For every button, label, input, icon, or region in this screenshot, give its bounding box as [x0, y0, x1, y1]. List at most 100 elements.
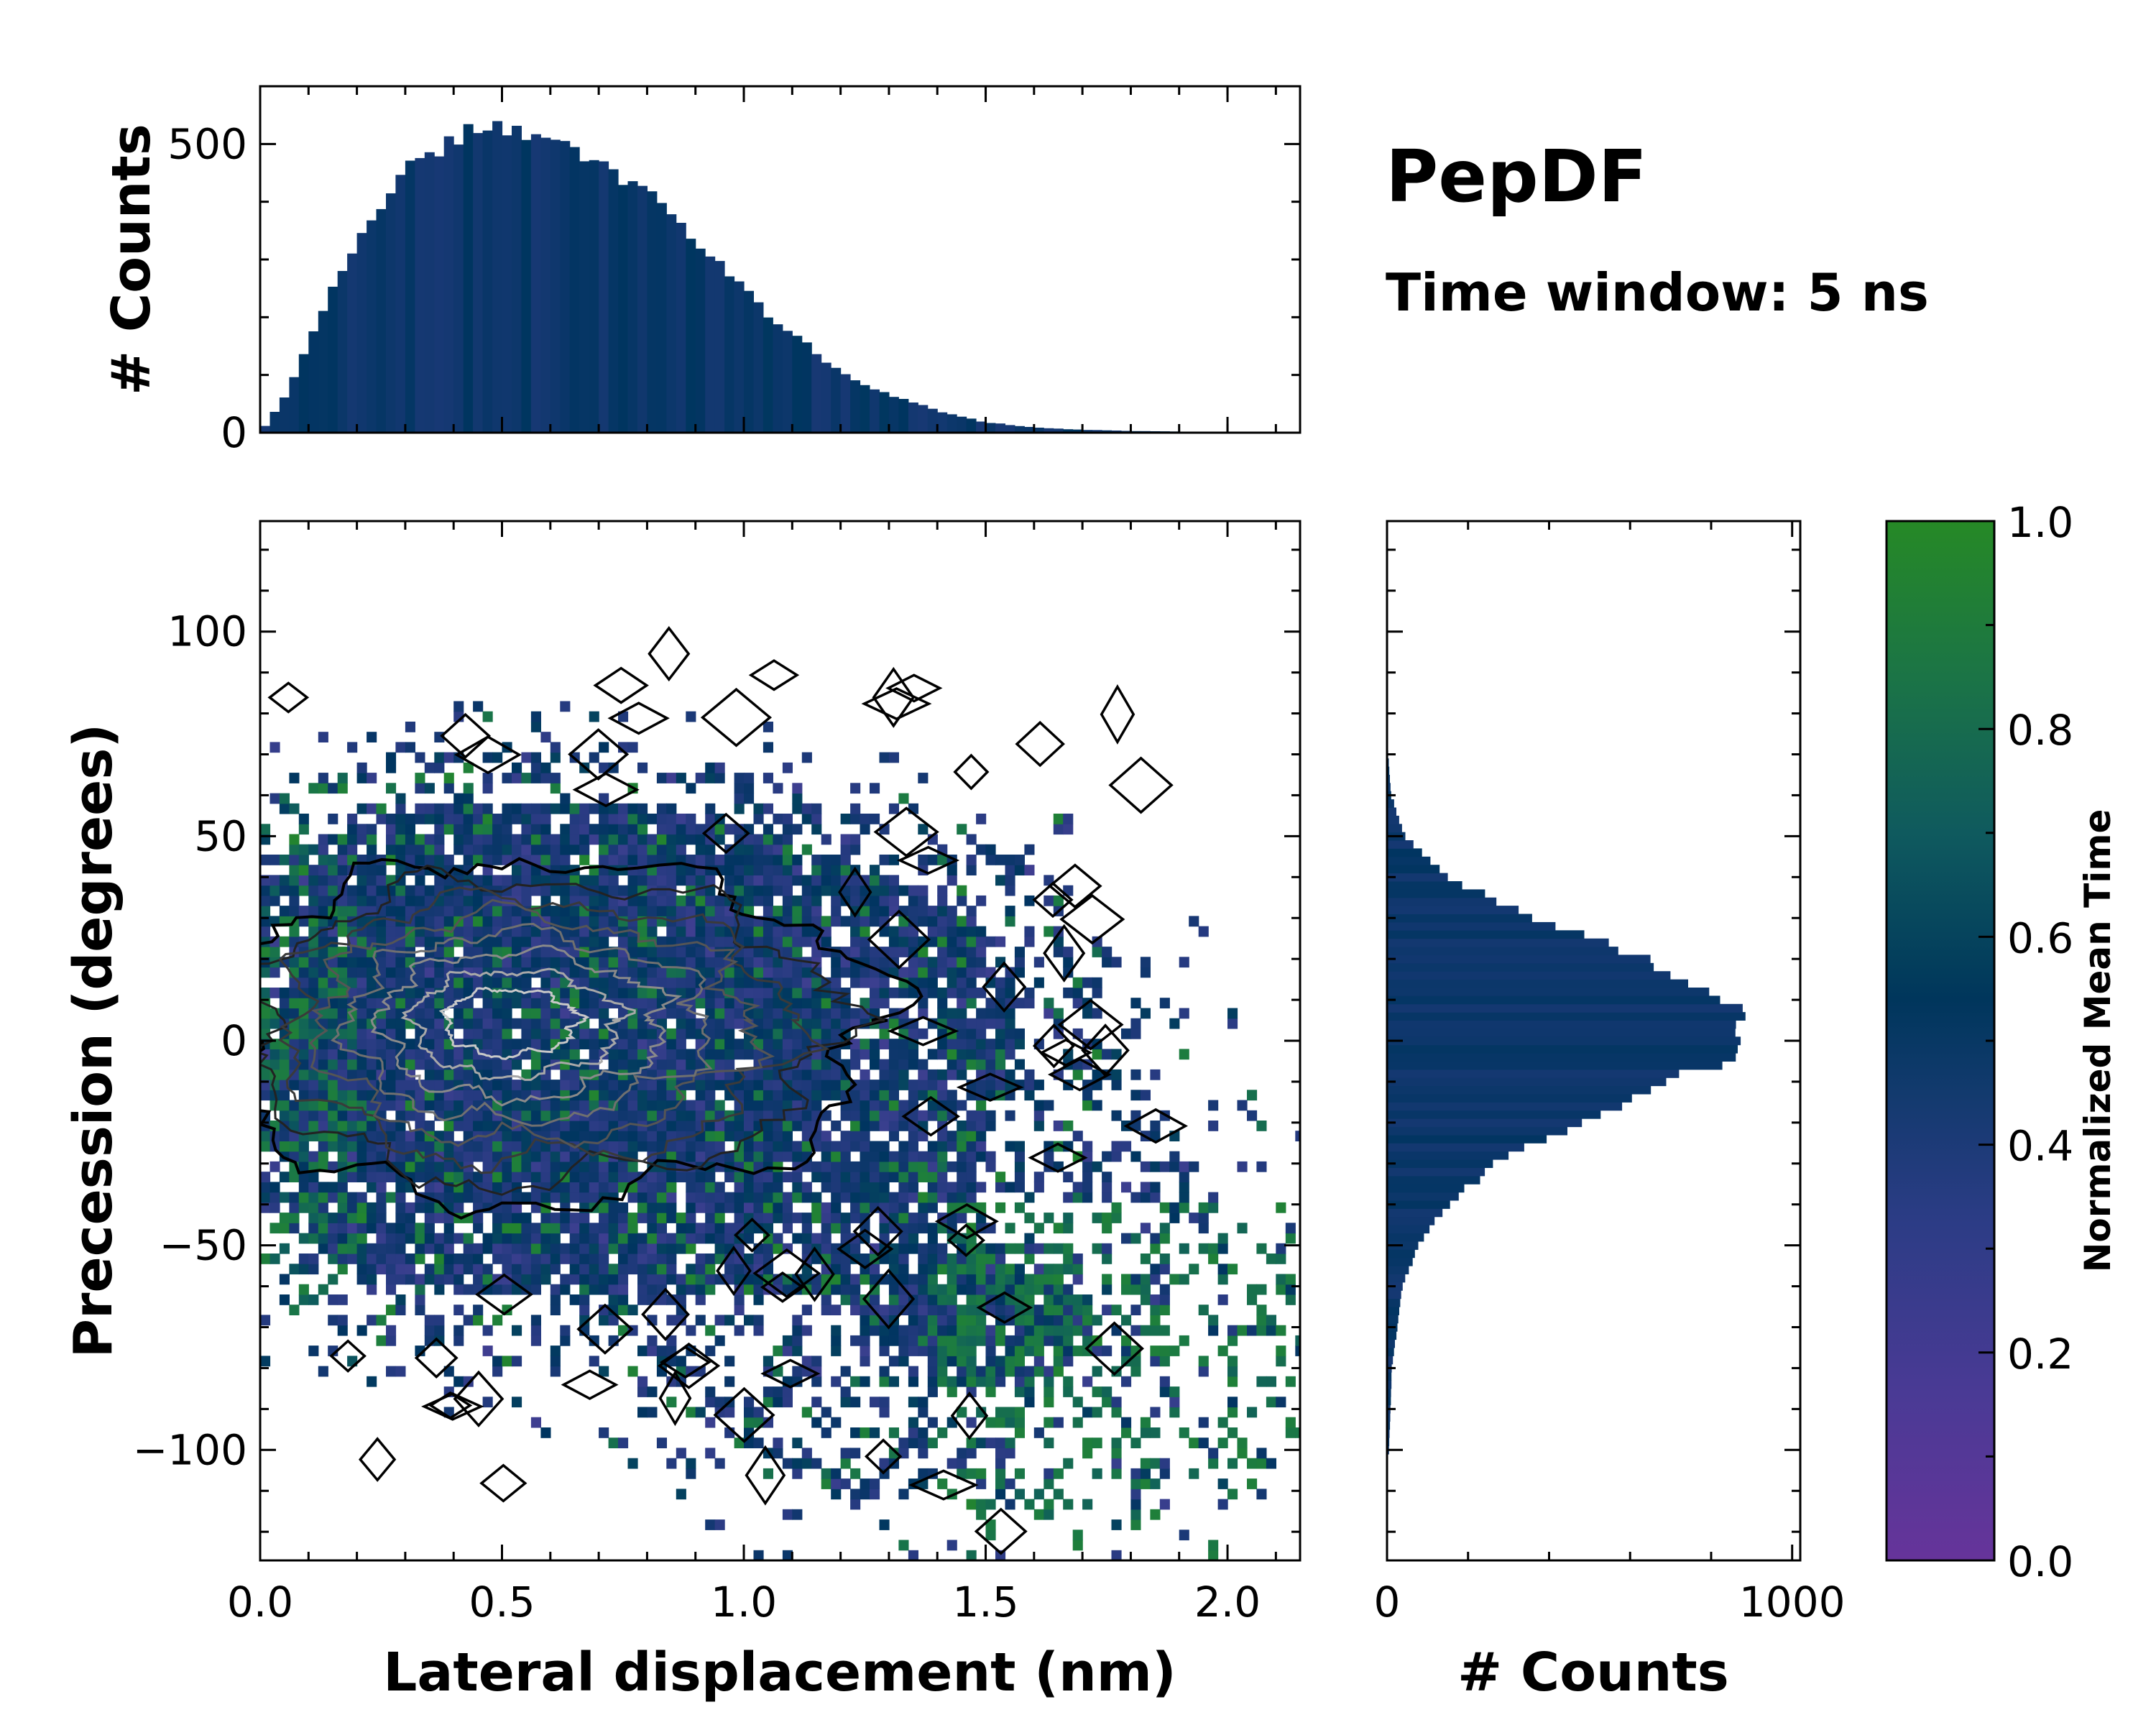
heatmap-cell [463, 793, 474, 804]
heatmap-cell [589, 834, 599, 845]
heatmap-cell [908, 988, 918, 998]
heatmap-cell [1005, 1335, 1015, 1346]
heatmap-cell [676, 1110, 686, 1121]
heatmap-cell [976, 1284, 987, 1295]
heatmap-cell [1082, 1325, 1093, 1336]
heatmap-cell [260, 988, 271, 998]
heatmap-cell [976, 1438, 987, 1448]
heatmap-cell [337, 957, 348, 968]
top-histogram-bar [860, 385, 870, 433]
heatmap-cell [888, 926, 899, 937]
heatmap-cell [453, 803, 464, 814]
heatmap-cell [676, 1305, 686, 1315]
heatmap-cell [695, 1407, 706, 1418]
heatmap-cell [550, 906, 561, 916]
heatmap-cell [966, 1335, 977, 1346]
heatmap-cell [734, 947, 745, 957]
heatmap-cell [328, 1315, 338, 1326]
heatmap-cell [763, 1090, 773, 1101]
heatmap-cell [599, 1080, 609, 1090]
heatmap-cell [1005, 977, 1015, 988]
heatmap-cell [386, 1131, 397, 1141]
heatmap-cell [782, 814, 793, 824]
heatmap-cell [463, 957, 474, 968]
heatmap-cell [560, 701, 571, 712]
heatmap-cell [744, 947, 755, 957]
heatmap-cell [386, 1305, 397, 1315]
heatmap-cell [666, 1080, 677, 1090]
heatmap-cell [811, 1458, 822, 1469]
heatmap-cell [801, 906, 812, 916]
heatmap-cell [1024, 1397, 1035, 1408]
heatmap-cell [463, 1284, 474, 1295]
heatmap-cell [647, 1080, 658, 1090]
heatmap-cell [589, 1284, 599, 1295]
heatmap-cell [1092, 988, 1102, 998]
heatmap-cell [463, 926, 474, 937]
heatmap-cell [937, 957, 948, 968]
heatmap-cell [512, 1325, 522, 1336]
heatmap-cell [879, 1192, 890, 1203]
heatmap-cell [714, 957, 725, 968]
heatmap-cell [1256, 1121, 1267, 1131]
heatmap-cell [298, 1294, 309, 1305]
heatmap-cell [946, 1346, 957, 1356]
heatmap-cell [502, 1243, 512, 1254]
heatmap-cell [937, 1069, 948, 1080]
heatmap-cell [1044, 1243, 1054, 1254]
heatmap-cell [705, 1233, 716, 1244]
heatmap-cell [850, 1468, 861, 1479]
heatmap-cell [908, 1213, 918, 1223]
heatmap-cell [1159, 998, 1170, 1008]
heatmap-cell [356, 834, 367, 845]
heatmap-cell [560, 1213, 571, 1223]
heatmap-cell [734, 1254, 745, 1264]
heatmap-cell [918, 1223, 929, 1234]
heatmap-cell [560, 977, 571, 988]
heatmap-cell [550, 1223, 561, 1234]
heatmap-cell [1140, 1192, 1151, 1203]
heatmap-cell [386, 895, 397, 906]
heatmap-cell [395, 1100, 406, 1111]
heatmap-cell [318, 875, 328, 886]
heatmap-cell [744, 793, 755, 804]
heatmap-cell [356, 936, 367, 947]
heatmap-cell [512, 1110, 522, 1121]
heatmap-cell [521, 834, 532, 845]
heatmap-cell [1033, 1305, 1044, 1315]
heatmap-cell [1014, 1417, 1025, 1428]
heatmap-cell [821, 1233, 831, 1244]
heatmap-cell [550, 1264, 561, 1275]
heatmap-cell [318, 1100, 328, 1111]
heatmap-cell [560, 844, 571, 855]
contour-level-6 [370, 944, 683, 1107]
heatmap-cell [376, 1264, 387, 1275]
heatmap-cell [589, 824, 599, 835]
heatmap-cell [560, 1121, 571, 1131]
heatmap-cell [1285, 1223, 1296, 1234]
heatmap-cell [356, 957, 367, 968]
heatmap-cell [966, 936, 977, 947]
heatmap-cell [637, 977, 648, 988]
heatmap-cell [1053, 1294, 1064, 1305]
heatmap-cell [540, 773, 551, 783]
heatmap-cell [298, 1202, 309, 1213]
heatmap-cell [995, 1356, 1006, 1367]
heatmap-cell [1024, 988, 1035, 998]
heatmap-cell [995, 1468, 1006, 1479]
heatmap-cell [888, 1018, 899, 1029]
heatmap-cell [792, 895, 803, 906]
heatmap-cell [734, 988, 745, 998]
heatmap-cell [656, 1100, 667, 1111]
heatmap-cell [550, 1243, 561, 1254]
heatmap-cell [676, 906, 686, 916]
heatmap-cell [1121, 1417, 1132, 1428]
heatmap-cell [521, 977, 532, 988]
heatmap-cell [801, 1182, 812, 1193]
heatmap-cell [473, 1254, 484, 1264]
heatmap-cell [753, 814, 764, 824]
heatmap-cell [927, 916, 938, 927]
heatmap-cell [463, 1121, 474, 1131]
heatmap-cell [1169, 1407, 1180, 1418]
heatmap-cell [415, 844, 425, 855]
